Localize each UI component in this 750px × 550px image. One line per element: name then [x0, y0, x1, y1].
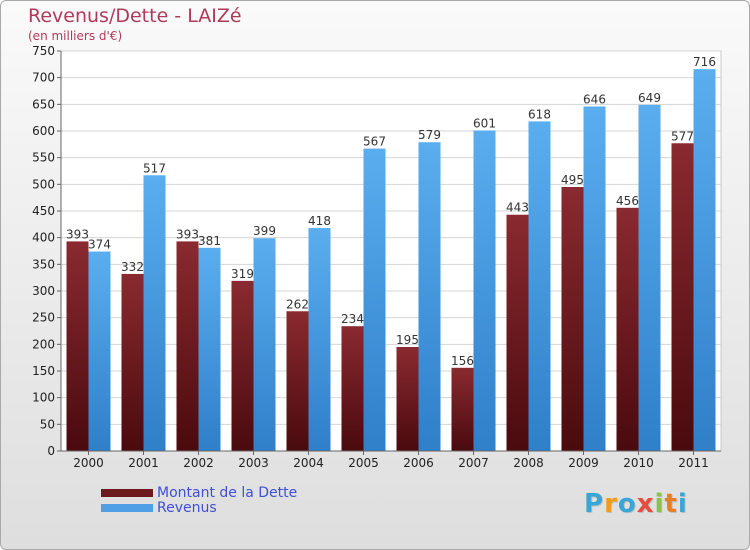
proxiti-logo: Proxiti	[584, 489, 688, 519]
bar-revenus-2009	[583, 106, 606, 451]
x-tick-label: 2008	[513, 456, 544, 470]
y-tick-label: 0	[47, 444, 55, 458]
chart-subtitle: (en milliers d'€)	[28, 29, 123, 43]
bar-debt-2008	[506, 214, 529, 451]
y-tick-label: 400	[32, 231, 55, 245]
bar-revenus-2003	[253, 238, 276, 451]
x-tick-label: 2003	[238, 456, 269, 470]
legend-label-debt: Montant de la Dette	[157, 485, 298, 501]
chart-title: Revenus/Dette - LAIZé	[28, 5, 242, 27]
y-tick-label: 300	[32, 284, 55, 298]
logo-letter: i	[677, 489, 688, 519]
bar-debt-2007	[451, 367, 474, 451]
data-label-debt-2007: 156	[451, 354, 474, 368]
data-label-debt-2011: 577	[671, 129, 694, 143]
bar-debt-2003	[231, 280, 254, 451]
bar-revenus-2004	[308, 228, 331, 451]
x-tick-label: 2011	[678, 456, 709, 470]
x-tick-label: 2010	[623, 456, 654, 470]
bar-revenus-2007	[473, 130, 496, 451]
x-tick-label: 2002	[183, 456, 214, 470]
bar-debt-2006	[396, 347, 419, 451]
data-label-revenus-2011: 716	[693, 55, 716, 69]
y-tick-label: 450	[32, 204, 55, 218]
legend-swatch-revenus	[101, 504, 153, 512]
data-label-debt-2009: 495	[561, 173, 584, 187]
data-label-revenus-2001: 517	[143, 161, 166, 175]
data-label-revenus-2004: 418	[308, 214, 331, 228]
data-label-revenus-2008: 618	[528, 107, 551, 121]
bar-revenus-2008	[528, 121, 551, 452]
y-tick-label: 700	[32, 71, 55, 85]
logo-letter: x	[636, 489, 655, 519]
bar-revenus-2011	[693, 69, 716, 451]
legend-swatch-debt	[101, 489, 153, 497]
data-label-revenus-2010: 649	[638, 91, 661, 105]
y-tick-label: 750	[32, 44, 55, 58]
logo-letter: t	[664, 489, 678, 519]
bar-revenus-2000	[88, 251, 111, 451]
bar-revenus-2006	[418, 142, 441, 451]
data-label-debt-2005: 234	[341, 312, 364, 326]
data-label-debt-2003: 319	[231, 267, 254, 281]
data-label-debt-2000: 393	[66, 227, 89, 241]
bar-debt-2000	[66, 241, 89, 451]
data-label-debt-2006: 195	[396, 333, 419, 347]
y-tick-label: 550	[32, 151, 55, 165]
bar-debt-2010	[616, 207, 639, 451]
x-tick-label: 2007	[458, 456, 489, 470]
bar-revenus-2002	[198, 247, 221, 451]
x-tick-label: 2005	[348, 456, 379, 470]
data-label-debt-2004: 262	[286, 297, 309, 311]
y-tick-label: 600	[32, 124, 55, 138]
plot-area	[60, 50, 722, 452]
x-tick-label: 2009	[568, 456, 599, 470]
bar-revenus-2010	[638, 104, 661, 451]
data-label-revenus-2006: 579	[418, 128, 441, 142]
bar-revenus-2005	[363, 148, 386, 451]
y-tick-label: 200	[32, 337, 55, 351]
bar-debt-2002	[176, 241, 199, 451]
y-tick-label: 500	[32, 177, 55, 191]
x-tick-label: 2001	[128, 456, 159, 470]
data-label-revenus-2000: 374	[88, 238, 111, 252]
logo-letter: i	[654, 489, 665, 519]
y-tick-label: 100	[32, 391, 55, 405]
data-label-revenus-2003: 399	[253, 224, 276, 238]
y-tick-label: 650	[32, 97, 55, 111]
data-label-revenus-2005: 567	[363, 135, 386, 149]
data-label-revenus-2009: 646	[583, 92, 606, 106]
bar-debt-2001	[121, 273, 144, 451]
x-tick-label: 2004	[293, 456, 324, 470]
logo-letter: r	[604, 489, 618, 519]
logo-letter: P	[584, 489, 605, 519]
x-tick-label: 2006	[403, 456, 434, 470]
data-label-revenus-2007: 601	[473, 116, 496, 130]
bar-debt-2005	[341, 326, 364, 451]
y-tick-label: 50	[40, 417, 55, 431]
data-label-revenus-2002: 381	[198, 234, 221, 248]
x-tick-label: 2000	[73, 456, 104, 470]
logo-letter: o	[617, 489, 637, 519]
bar-debt-2011	[671, 143, 694, 451]
data-label-debt-2001: 332	[121, 260, 144, 274]
y-tick-label: 350	[32, 257, 55, 271]
bar-debt-2004	[286, 311, 309, 451]
data-label-debt-2002: 393	[176, 227, 199, 241]
bar-debt-2009	[561, 187, 584, 451]
legend-label-revenus: Revenus	[157, 500, 217, 516]
y-tick-label: 250	[32, 311, 55, 325]
data-label-debt-2010: 456	[616, 194, 639, 208]
y-tick-label: 150	[32, 364, 55, 378]
data-label-debt-2008: 443	[506, 201, 529, 215]
bar-revenus-2001	[143, 175, 166, 451]
